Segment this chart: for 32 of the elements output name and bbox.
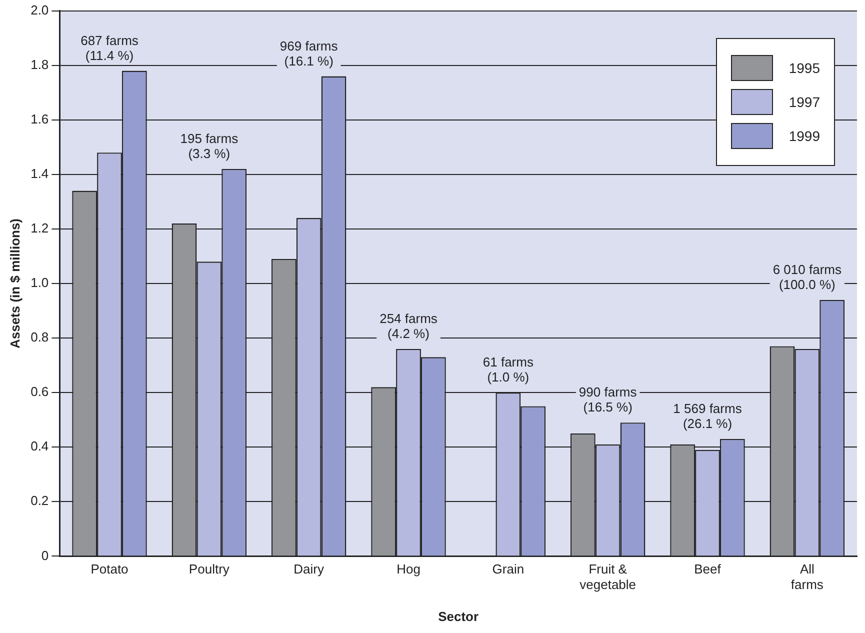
y-tick-label: 1.8 bbox=[30, 56, 49, 72]
y-tick-label: 0.2 bbox=[30, 493, 49, 508]
y-axis-title: Assets (in $ millions) bbox=[7, 218, 22, 349]
x-tick-label: Grain bbox=[492, 562, 524, 577]
y-tick-label: 0 bbox=[41, 548, 49, 563]
y-tick-label: 2.0 bbox=[30, 2, 49, 18]
y-tick-label: 0.8 bbox=[30, 330, 49, 345]
annotation: 195 farms (3.3 %) bbox=[180, 131, 239, 162]
y-tick-label: 1.4 bbox=[30, 166, 49, 181]
x-tick-label: Fruit & vegetable bbox=[580, 562, 636, 592]
x-tick-label: All farms bbox=[790, 562, 824, 592]
x-tick-label: Potato bbox=[90, 562, 128, 577]
annotation: 6 010 farms (100.0 %) bbox=[772, 262, 842, 292]
annotation: 254 farms (4.2 %) bbox=[380, 311, 438, 342]
annotation: 687 farms (11.4 %) bbox=[80, 32, 139, 63]
x-tick-label: Beef bbox=[694, 562, 722, 577]
legend-label: 1999 bbox=[788, 128, 820, 144]
y-tick-label: 1.2 bbox=[30, 220, 49, 236]
x-tick-label: Dairy bbox=[294, 562, 324, 577]
x-tick-label: Hog bbox=[396, 562, 420, 577]
x-tick-label: Poultry bbox=[188, 562, 230, 577]
y-tick-label: 0.6 bbox=[30, 384, 49, 400]
annotation: 61 farms (1.0 %) bbox=[482, 354, 534, 385]
x-axis-title: Sector bbox=[438, 608, 479, 624]
y-tick-label: 1.0 bbox=[30, 275, 49, 290]
annotation: 1 569 farms (26.1 %) bbox=[673, 401, 742, 432]
y-tick-label: 1.6 bbox=[30, 111, 49, 126]
annotation: 990 farms (16.5 %) bbox=[578, 384, 638, 415]
legend-label: 1997 bbox=[788, 94, 820, 110]
legend-label: 1995 bbox=[788, 60, 820, 76]
annotation: 969 farms (16.1 %) bbox=[280, 38, 338, 68]
y-tick-label: 0.4 bbox=[30, 438, 49, 454]
